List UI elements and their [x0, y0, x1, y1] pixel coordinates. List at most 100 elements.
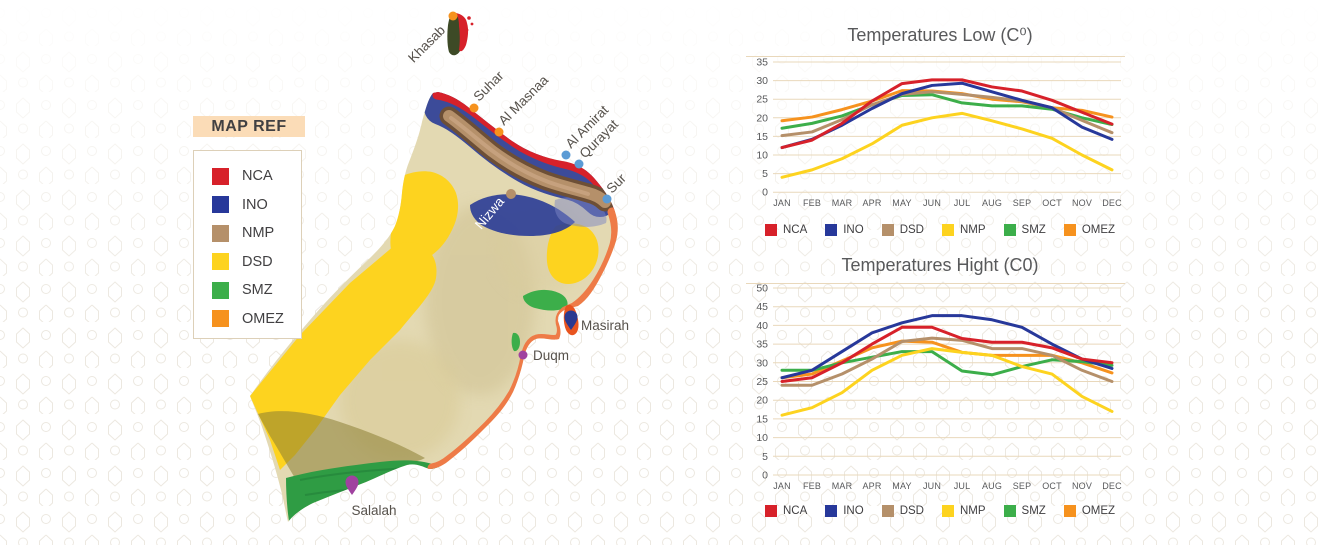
map-city-markers [345, 11, 612, 495]
y-axis-label: 5 [762, 451, 768, 463]
y-axis-label: 0 [762, 187, 768, 199]
legend-label: INO [843, 224, 864, 236]
city-dot-al-masnaa [494, 127, 504, 137]
city-label-masirah: Masirah [581, 318, 629, 333]
y-axis-label: 5 [762, 168, 768, 180]
y-axis-label: 25 [756, 376, 768, 388]
legend-item-omez: OMEZ [1063, 224, 1116, 236]
city-pin-masirah [564, 310, 578, 330]
x-axis-label: FEB [803, 198, 821, 208]
legend-swatch [212, 167, 229, 185]
chart-temperatures-high: Temperatures Hight (C0) 50 45 40 35 30 25 20 15… [740, 252, 1140, 518]
legend-label: NMP [959, 224, 986, 236]
city-dot-sur [602, 194, 612, 204]
map-ref-header: MAP REF [193, 116, 305, 137]
x-axis-label: APR [862, 481, 881, 491]
y-axis-label: 10 [756, 432, 768, 444]
map-legend: NCA INO NMP DSD SMZ OMEZ [193, 150, 302, 339]
x-axis-label: SEP [1013, 481, 1032, 491]
city-dot-duqm [518, 350, 528, 360]
map-legend-item-smz: SMZ [212, 276, 301, 305]
legend-swatch [1003, 505, 1016, 517]
legend-label: SMZ [242, 282, 273, 299]
legend-swatch [881, 505, 894, 517]
map-zone-smz-strip [511, 332, 520, 352]
y-axis-label: 15 [756, 131, 768, 143]
chart-legend: NCA INO DSD NMP SMZ OMEZ [740, 223, 1140, 237]
legend-swatch [941, 505, 954, 517]
legend-item-omez: OMEZ [1063, 505, 1116, 517]
y-axis-label: 0 [762, 470, 768, 482]
legend-swatch [1063, 505, 1076, 517]
x-axis-label: JAN [773, 198, 791, 208]
x-axis-label: APR [862, 198, 881, 208]
x-axis-label: OCT [1042, 481, 1062, 491]
map-zone-smz-east [523, 289, 568, 311]
legend-swatch [825, 505, 838, 517]
legend-label: NCA [782, 505, 808, 517]
series-line-nca [780, 78, 1114, 150]
x-axis-label: NOV [1072, 198, 1092, 208]
x-axis-label: JUN [923, 481, 941, 491]
y-axis-label: 45 [756, 301, 768, 313]
map-relief-shade [340, 340, 460, 460]
y-axis-label: 15 [756, 413, 768, 425]
x-axis-label: DEC [1102, 198, 1122, 208]
legend-item-nca: NCA [764, 224, 807, 236]
map-zone-dsd-east [546, 223, 599, 284]
legend-label: SMZ [1021, 224, 1046, 236]
map-legend-item-ino: INO [212, 191, 301, 220]
map-zone-dsd-upper [390, 171, 459, 265]
y-axis-label: 20 [756, 395, 768, 407]
city-dot-khasab [448, 11, 458, 21]
city-dot-al-amirat [561, 150, 571, 160]
y-axis-label: 50 [756, 283, 768, 295]
y-axis-label: 35 [756, 57, 768, 69]
legend-item-dsd: DSD [881, 224, 924, 236]
legend-swatch [764, 505, 777, 517]
legend-swatch [764, 224, 777, 236]
chart-title: Temperatures Low (C⁰) [847, 25, 1033, 45]
x-axis-label: MAR [832, 481, 853, 491]
series-line-nca [780, 325, 1114, 383]
x-axis-label: JUL [954, 198, 971, 208]
x-axis-label: JUL [954, 481, 971, 491]
legend-label: DSD [899, 505, 924, 517]
map-musandam [447, 13, 474, 56]
x-axis-label: NOV [1072, 481, 1092, 491]
x-axis-label: DEC [1102, 481, 1122, 491]
legend-swatch [881, 224, 894, 236]
legend-label: INO [843, 505, 864, 517]
legend-swatch [1003, 224, 1016, 236]
legend-swatch [212, 196, 229, 214]
map-zone-nca [432, 92, 618, 213]
y-axis-label: 25 [756, 94, 768, 106]
legend-item-smz: SMZ [1003, 505, 1046, 517]
map-legend-item-nmp: NMP [212, 219, 301, 248]
city-label-duqm: Duqm [533, 348, 569, 363]
x-axis-label: FEB [803, 481, 821, 491]
y-axis-label: 10 [756, 150, 768, 162]
x-axis-label: OCT [1042, 198, 1062, 208]
legend-label: OMEZ [242, 310, 284, 327]
legend-item-nmp: NMP [941, 505, 986, 517]
y-axis-label: 30 [756, 75, 768, 87]
legend-label: OMEZ [1081, 224, 1116, 236]
legend-swatch [212, 224, 229, 242]
y-axis-label: 30 [756, 357, 768, 369]
legend-swatch [212, 253, 229, 271]
city-dot-nizwa [506, 189, 516, 199]
map-zone-olive-band [258, 411, 425, 486]
x-axis-label: AUG [982, 481, 1002, 491]
series-line-dsd [780, 336, 1114, 387]
legend-label: OMEZ [1081, 505, 1116, 517]
legend-swatch [212, 310, 229, 328]
map-legend-item-nca: NCA [212, 162, 301, 191]
series-line-nmp [780, 347, 1114, 417]
legend-swatch [825, 224, 838, 236]
legend-label: DSD [899, 224, 924, 236]
legend-item-dsd: DSD [881, 505, 924, 517]
x-axis-label: JAN [773, 481, 791, 491]
y-axis-label: 35 [756, 339, 768, 351]
